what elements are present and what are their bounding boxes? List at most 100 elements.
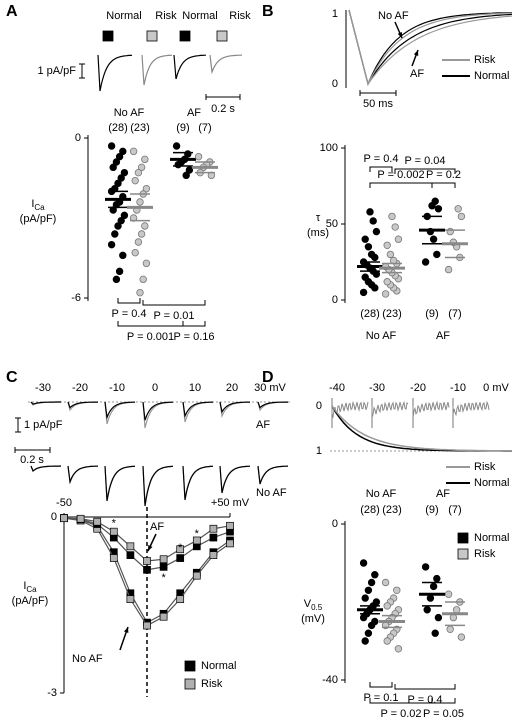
category-label: (9)	[425, 308, 438, 320]
y-axis-unit: (pA/pF)	[20, 213, 57, 225]
data-point	[429, 582, 438, 591]
data-point	[433, 250, 441, 259]
bracket	[182, 321, 206, 327]
data-point	[93, 517, 102, 526]
arrow-head	[413, 50, 419, 56]
y-label-main: I	[31, 198, 34, 210]
p-value: P = 0.04	[404, 155, 445, 167]
data-point	[111, 230, 119, 238]
legend-label: Normal	[474, 70, 509, 82]
data-point	[142, 259, 151, 268]
data-point	[209, 533, 218, 542]
data-point	[117, 216, 125, 225]
y-tick-label: -6	[71, 292, 81, 304]
data-point	[423, 606, 431, 614]
data-point	[141, 222, 149, 230]
panel-letter: B	[262, 3, 274, 20]
data-point	[119, 251, 127, 260]
data-point	[134, 238, 143, 246]
voltage-label: -20	[410, 382, 426, 394]
significance-mark: *	[145, 568, 150, 580]
trace-label: Normal	[182, 10, 217, 22]
trace-axis-label: 0	[316, 400, 322, 412]
data-point	[141, 155, 149, 164]
data-point	[433, 574, 441, 583]
arrow-head	[397, 32, 402, 38]
p-value: P = 0.02	[380, 708, 421, 720]
data-point	[176, 545, 185, 554]
p-value: P = 0.05	[423, 708, 464, 720]
data-point	[383, 637, 391, 645]
data-point	[109, 527, 118, 536]
voltage-label: 20	[226, 382, 238, 394]
trace	[257, 401, 289, 409]
category-label: (9)	[176, 122, 189, 134]
data-point	[129, 147, 138, 156]
category-label: (28)	[360, 504, 380, 516]
y-tick-label: -40	[322, 674, 338, 686]
data-point	[394, 235, 403, 243]
p-value: P = 0.4	[112, 308, 147, 320]
legend-swatch	[184, 678, 196, 690]
trace-axis-label: 1	[332, 8, 338, 20]
bracket	[142, 300, 206, 306]
trace-label: Risk	[155, 10, 177, 22]
bracket	[369, 166, 393, 172]
category-label: (28)	[108, 122, 128, 134]
data-point	[371, 571, 379, 579]
scale-label: 50 ms	[363, 98, 393, 110]
legend-swatch	[102, 30, 114, 42]
trace	[30, 401, 61, 405]
category-label: (23)	[130, 122, 150, 134]
y-tick-label: -3	[47, 687, 57, 699]
trace	[30, 465, 62, 472]
data-point	[429, 235, 438, 243]
legend-swatch	[457, 532, 469, 544]
data-point	[176, 554, 185, 562]
bracket	[431, 698, 456, 704]
category-label: (28)	[360, 308, 380, 320]
voltage-label: -10	[450, 382, 466, 394]
data-point	[117, 174, 125, 182]
data-point	[361, 273, 369, 281]
legend-label: Risk	[474, 461, 496, 473]
trace	[104, 465, 136, 502]
data-point	[139, 275, 147, 284]
y-axis-unit: (mV)	[301, 613, 325, 625]
voltage-label: 10	[189, 382, 201, 394]
data-point	[361, 637, 369, 645]
significance-mark: *	[195, 528, 200, 540]
p-value: P = 0.1	[364, 692, 399, 704]
data-point	[112, 275, 121, 284]
data-point	[421, 258, 430, 266]
legend-label: Normal	[474, 477, 509, 489]
y-tick-label: 0	[75, 132, 81, 144]
legend-label: Risk	[201, 678, 223, 690]
data-point	[174, 160, 182, 169]
data-point	[115, 267, 124, 276]
data-point	[364, 629, 373, 637]
trace	[182, 465, 213, 499]
trace-axis-label: 0	[332, 78, 338, 90]
data-point	[192, 571, 201, 580]
group-label: No AF	[366, 330, 397, 342]
panel-letter: A	[6, 3, 18, 20]
data-point	[120, 211, 129, 220]
data-point	[388, 212, 396, 221]
trace	[142, 465, 174, 507]
trace	[173, 54, 206, 80]
data-point	[209, 551, 218, 559]
trace-axis-label: 1	[316, 445, 322, 457]
data-point	[364, 243, 373, 251]
data-point	[372, 227, 381, 236]
trace	[219, 465, 251, 494]
data-point	[444, 590, 453, 598]
data-point	[454, 205, 462, 213]
data-point	[136, 198, 144, 206]
data-point	[367, 621, 376, 630]
y-tick-label: 0	[51, 511, 57, 523]
scale-label: 0.2 s	[211, 103, 235, 115]
group-label: AF	[187, 107, 201, 119]
scale-label: 0.2 s	[20, 454, 44, 466]
